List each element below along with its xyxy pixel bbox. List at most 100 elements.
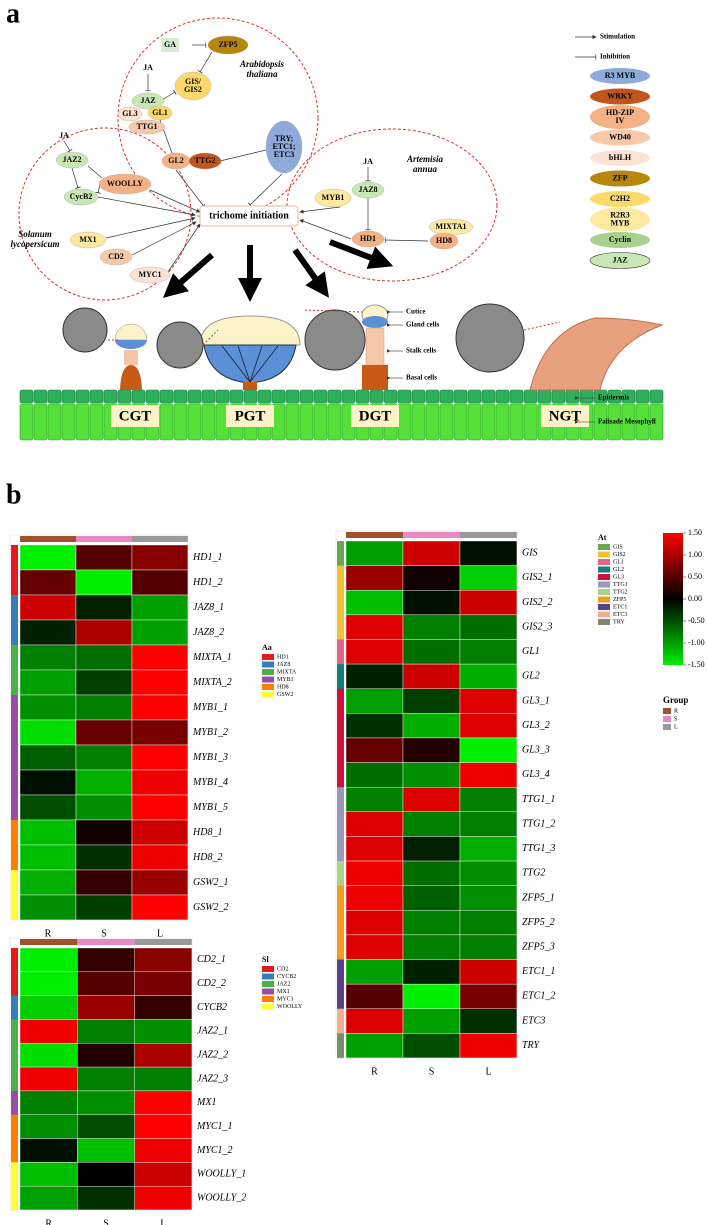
heat-cell	[75, 569, 133, 596]
epidermis-cell	[47, 389, 62, 404]
heat-cell	[134, 971, 193, 996]
heat-cell	[134, 1043, 193, 1068]
heat-cell	[402, 614, 461, 640]
heat-cell	[19, 1185, 78, 1211]
palisade-cell	[495, 403, 510, 441]
label: TRY;	[275, 134, 294, 143]
edge	[87, 165, 103, 179]
node	[69, 231, 107, 249]
epidermis-cell	[495, 389, 510, 404]
edge	[299, 206, 341, 214]
node	[55, 151, 89, 169]
heat-cell	[75, 794, 133, 821]
label: thaliana	[246, 69, 278, 79]
row-group	[337, 737, 344, 763]
heat-cell	[459, 983, 518, 1009]
palisade-cell	[453, 403, 468, 441]
heat-cell	[75, 769, 133, 796]
epidermis-cell	[467, 389, 482, 404]
label: WRKY	[607, 91, 633, 100]
epidermis-cell	[369, 389, 384, 404]
gland	[199, 315, 301, 346]
label: WOOLLY	[107, 179, 143, 188]
epidermis-cell	[649, 389, 664, 404]
heat-cell	[134, 947, 193, 973]
heat-cell	[345, 836, 404, 862]
edge	[131, 221, 197, 256]
trichome-type: CGT	[119, 408, 152, 424]
epidermis-cell	[579, 389, 594, 404]
epidermis-cell	[355, 389, 370, 404]
row-label: GL3_1	[522, 695, 550, 706]
epidermis-cell	[481, 389, 496, 404]
heat-cell	[75, 544, 133, 571]
legend-swatch	[262, 669, 274, 675]
epidermis-cell	[19, 389, 34, 404]
row-label: CD2_2	[197, 978, 226, 989]
row-group	[11, 620, 18, 646]
legend-label: JAZ2	[277, 981, 290, 987]
row-group	[11, 1090, 18, 1116]
heat-cell	[459, 762, 518, 788]
stalk	[124, 350, 138, 365]
heat-cell	[19, 869, 77, 896]
heat-cell	[402, 688, 461, 714]
epidermis-cell	[327, 389, 342, 404]
column-strip	[77, 939, 135, 945]
heat-cell	[402, 737, 461, 763]
row-label: GIS	[522, 548, 538, 559]
legend-swatch	[598, 581, 610, 588]
node	[117, 106, 143, 122]
node	[147, 105, 173, 121]
heat-cell	[19, 1138, 78, 1163]
epidermis-cell	[145, 389, 160, 404]
epidermis-cell	[551, 389, 566, 404]
ngt	[529, 317, 664, 391]
legend-swatch	[262, 966, 274, 972]
legend-label: JAZ8	[277, 662, 290, 668]
gland	[114, 323, 148, 341]
row-label: TTG1_2	[522, 818, 555, 829]
heat-cell	[345, 860, 404, 886]
palisade-cell	[425, 403, 440, 441]
basal	[243, 382, 257, 390]
heat-cell	[131, 544, 189, 571]
edge	[97, 196, 196, 217]
column-strip	[460, 532, 517, 538]
row-group	[337, 762, 344, 788]
row-label: ZFP5_2	[522, 917, 555, 928]
center-box	[199, 205, 299, 227]
heat-cell	[402, 786, 461, 813]
epidermis-cell	[425, 389, 440, 404]
row-label: MIXTA_2	[192, 677, 232, 688]
row-label: JAZ2_2	[197, 1049, 228, 1060]
row-group	[337, 639, 344, 665]
legend-swatch	[663, 708, 671, 714]
heat-cell	[402, 540, 461, 566]
column-strip	[134, 939, 192, 945]
epidermis-cell	[453, 389, 468, 404]
heat-cell	[459, 786, 518, 813]
heat-cell	[131, 694, 189, 721]
node	[207, 35, 249, 55]
heat-cell	[77, 1114, 135, 1139]
row-label: GL3_4	[522, 769, 550, 780]
row-label: ETC3	[521, 1015, 545, 1026]
heat-cell	[19, 1162, 78, 1187]
column-strip	[20, 536, 76, 542]
row-group	[337, 836, 344, 862]
row-group	[337, 1008, 344, 1034]
epidermis-cell	[271, 389, 286, 404]
row-label: TTG1_1	[522, 794, 555, 805]
epidermis-cell	[131, 389, 146, 404]
label: TTG2	[195, 156, 216, 165]
row-group	[337, 885, 344, 911]
row-label: ETC1_1	[521, 966, 555, 977]
row-label: GL1	[522, 646, 540, 657]
node	[131, 92, 165, 110]
label: CD2	[108, 252, 124, 261]
heat-cell	[459, 713, 518, 739]
legend-swatch	[663, 724, 671, 730]
colorbar-label: -1.00	[688, 638, 705, 647]
row-group	[11, 895, 18, 921]
